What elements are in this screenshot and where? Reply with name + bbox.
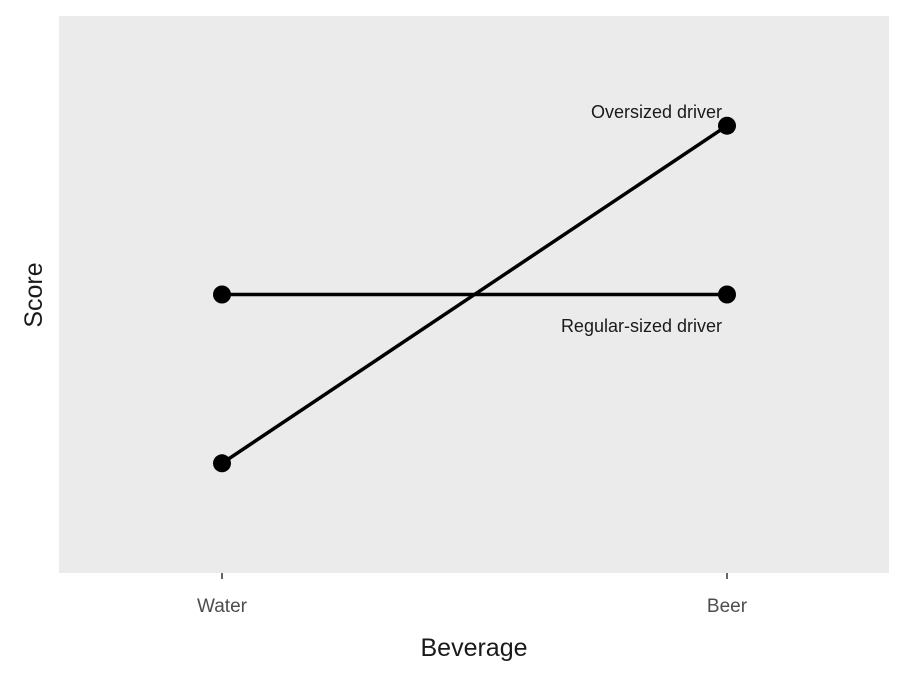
x-tick-label-water: Water	[197, 596, 248, 617]
series-points	[213, 116, 736, 473]
point-regular-sized-driver-beer	[718, 285, 736, 304]
y-axis-title: Score	[20, 262, 48, 327]
annotation-regular-sized-driver: Regular-sized driver	[561, 316, 722, 336]
x-tick-label-beer: Beer	[707, 596, 748, 617]
point-oversized-driver-water	[213, 454, 231, 473]
annotation-oversized-driver: Oversized driver	[591, 102, 722, 122]
point-regular-sized-driver-water	[213, 285, 231, 304]
series-lines	[221, 124, 728, 465]
point-oversized-driver-beer	[718, 116, 736, 135]
x-axis-ticks: Water Beer	[197, 573, 748, 617]
x-axis-title: Beverage	[420, 634, 527, 662]
